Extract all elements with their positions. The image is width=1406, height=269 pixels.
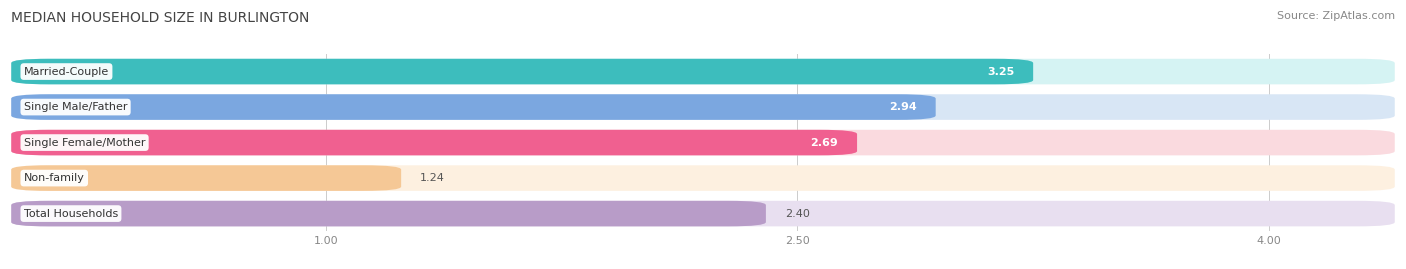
Text: 2.40: 2.40 bbox=[785, 208, 810, 219]
FancyBboxPatch shape bbox=[11, 94, 1395, 120]
FancyBboxPatch shape bbox=[11, 201, 766, 226]
Text: 1.24: 1.24 bbox=[420, 173, 444, 183]
Text: 2.94: 2.94 bbox=[889, 102, 917, 112]
Text: Non-family: Non-family bbox=[24, 173, 84, 183]
FancyBboxPatch shape bbox=[11, 130, 858, 155]
Text: Married-Couple: Married-Couple bbox=[24, 66, 110, 77]
Text: Single Male/Father: Single Male/Father bbox=[24, 102, 128, 112]
Text: Source: ZipAtlas.com: Source: ZipAtlas.com bbox=[1277, 11, 1395, 21]
FancyBboxPatch shape bbox=[11, 165, 401, 191]
FancyBboxPatch shape bbox=[11, 59, 1395, 84]
Text: MEDIAN HOUSEHOLD SIZE IN BURLINGTON: MEDIAN HOUSEHOLD SIZE IN BURLINGTON bbox=[11, 11, 309, 25]
FancyBboxPatch shape bbox=[11, 59, 1033, 84]
Text: Total Households: Total Households bbox=[24, 208, 118, 219]
FancyBboxPatch shape bbox=[11, 165, 1395, 191]
FancyBboxPatch shape bbox=[11, 94, 935, 120]
Text: Single Female/Mother: Single Female/Mother bbox=[24, 137, 145, 148]
FancyBboxPatch shape bbox=[11, 201, 1395, 226]
Text: 2.69: 2.69 bbox=[810, 137, 838, 148]
Text: 3.25: 3.25 bbox=[987, 66, 1014, 77]
FancyBboxPatch shape bbox=[11, 130, 1395, 155]
